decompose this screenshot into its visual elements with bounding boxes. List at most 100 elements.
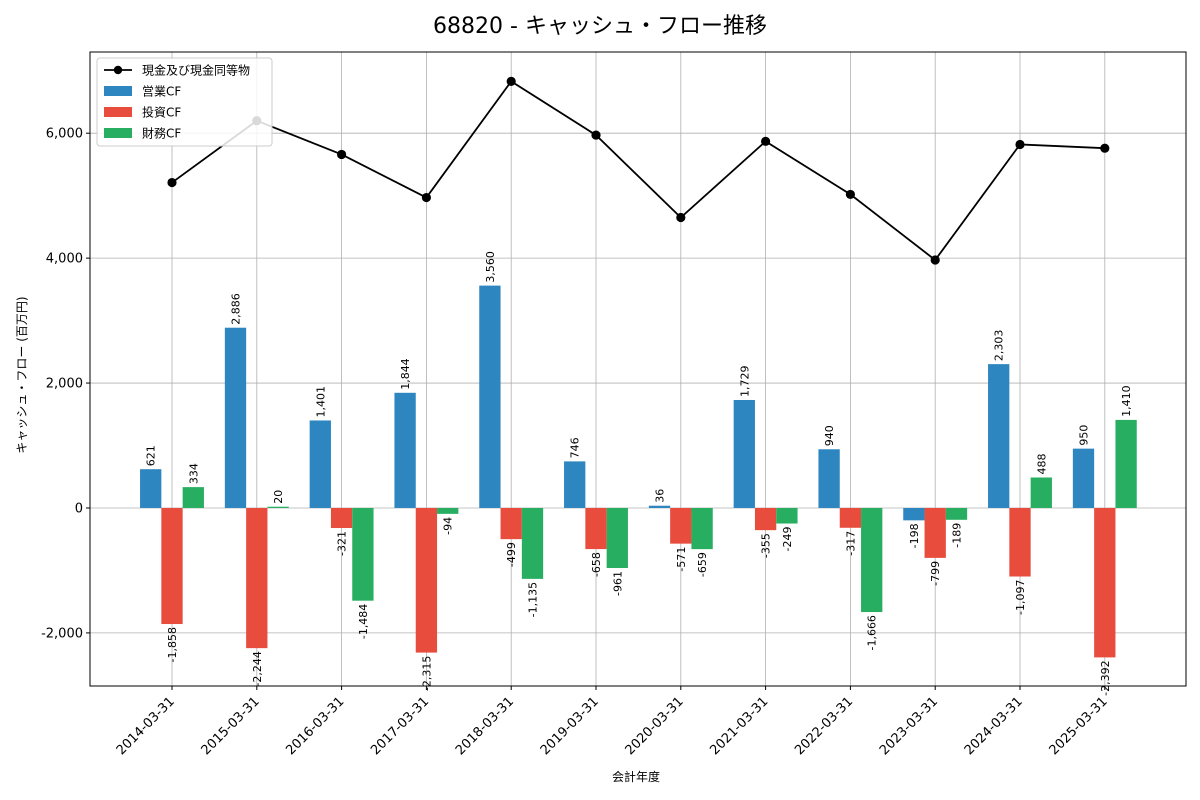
data-label: -659 [696, 552, 709, 577]
x-axis-label: 会計年度 [612, 769, 660, 784]
cash-point [167, 177, 177, 188]
bar [267, 506, 289, 508]
bar [224, 327, 247, 508]
data-label: -198 [908, 523, 921, 548]
x-tick-label: 2024-03-31 [962, 694, 1026, 758]
bar [691, 507, 713, 550]
cash-point [761, 136, 771, 146]
y-tick-label: 6,000 [46, 127, 83, 142]
legend-label: 財務CF [142, 126, 181, 141]
data-label: 940 [823, 425, 836, 446]
bar [585, 507, 607, 550]
legend-label: 営業CF [142, 85, 181, 99]
cash-point [337, 149, 347, 160]
bar [839, 507, 862, 528]
data-label: 1,410 [1120, 385, 1133, 417]
bar-layer [140, 285, 1137, 658]
x-tick-label: 2015-03-31 [199, 694, 263, 758]
bar [564, 461, 586, 508]
legend-swatch [104, 86, 132, 96]
bar [903, 507, 925, 521]
data-label: -799 [929, 561, 942, 586]
data-label: 2,303 [993, 330, 1006, 361]
data-label: -189 [951, 523, 964, 548]
bar [754, 507, 777, 531]
data-label: -658 [590, 552, 603, 577]
cash-point [676, 212, 686, 223]
data-label: 36 [654, 489, 667, 503]
cash-line [171, 80, 1105, 262]
bar [861, 507, 883, 613]
bar [648, 505, 671, 508]
bar [415, 507, 438, 653]
data-label: 488 [1035, 453, 1048, 474]
data-label: -1,858 [166, 627, 179, 662]
x-tick-label: 2014-03-31 [114, 694, 178, 758]
x-tick-label: 2016-03-31 [283, 694, 347, 758]
x-tick-label: 2025-03-31 [1047, 694, 1111, 758]
cash-point [930, 255, 940, 265]
bar [500, 507, 522, 540]
bar [606, 507, 628, 569]
x-tick-label: 2018-03-31 [453, 694, 517, 758]
legend-box [96, 57, 273, 147]
bar [776, 507, 798, 524]
data-label: -2,244 [251, 651, 264, 686]
cash-point [845, 189, 856, 200]
bar [670, 507, 692, 544]
legend-label: 投資CF [142, 105, 181, 120]
data-label: -1,097 [1014, 580, 1027, 615]
bar [479, 285, 501, 508]
bar [1009, 507, 1031, 577]
bar [733, 399, 755, 508]
bar [924, 507, 946, 558]
plot-frame [89, 51, 1187, 687]
bar [394, 392, 416, 508]
data-label: -499 [505, 542, 518, 567]
bar [309, 420, 331, 508]
data-label: 2,886 [230, 293, 243, 325]
data-label: 1,844 [399, 358, 412, 390]
bar [246, 507, 268, 649]
legend-marker [113, 65, 123, 75]
data-label: 746 [569, 437, 582, 458]
x-tick-label: 2021-03-31 [707, 694, 771, 758]
data-label: 3,560 [484, 251, 497, 283]
cash-point [1100, 143, 1110, 153]
cash-point [1015, 139, 1025, 150]
bar [945, 507, 968, 520]
bar [1072, 448, 1095, 508]
legend-swatch [104, 107, 132, 117]
data-label: 950 [1078, 425, 1091, 446]
data-label: 1,401 [314, 386, 327, 418]
data-label: -961 [611, 571, 624, 596]
y-tick-label: 2,000 [46, 377, 83, 392]
data-label: -94 [442, 517, 455, 535]
y-tick-label: 4,000 [46, 252, 83, 267]
legend-label: 現金及び現金同等物 [142, 63, 250, 78]
data-label: -355 [760, 533, 773, 558]
x-tick-label: 2023-03-31 [877, 694, 941, 758]
cash-point [591, 130, 601, 140]
data-label: 621 [145, 445, 158, 466]
grid-layer [90, 52, 1186, 686]
data-label: -1,135 [527, 582, 540, 617]
legend-swatch [104, 128, 132, 138]
data-label: -2,392 [1099, 660, 1112, 695]
bar [988, 364, 1010, 508]
bar [352, 507, 374, 601]
data-label-layer: 621 2,886 1,401 1,844 3,560 746 36 1,729 940 -198… [145, 251, 1133, 696]
y-tick-label: 0 [75, 501, 83, 516]
data-label: 20 [272, 490, 285, 504]
bar [182, 487, 204, 508]
y-axis-label: キャッシュ・フロー (百万円) [15, 296, 29, 453]
cash-point [506, 76, 516, 86]
bar [161, 507, 183, 625]
chart-title: 68820 - キャッシュ・フロー推移 [433, 14, 767, 39]
data-label: -2,315 [420, 656, 433, 691]
line-layer [167, 76, 1110, 265]
data-label: -1,666 [866, 615, 879, 650]
cash-point [421, 192, 431, 203]
